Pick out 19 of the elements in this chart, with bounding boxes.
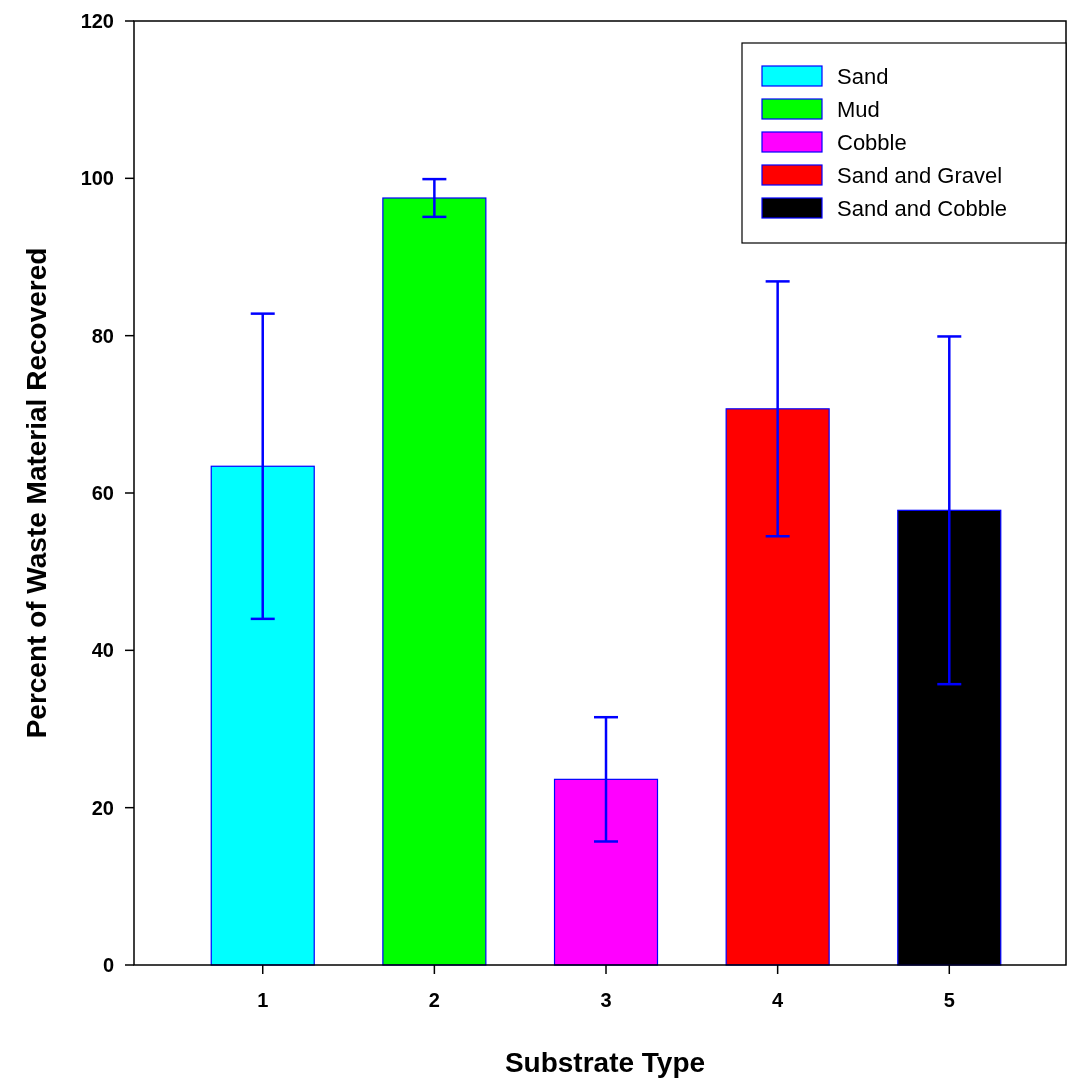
x-tick-label: 4 [772,989,785,1011]
x-tick-label: 5 [943,989,955,1011]
y-tick-label: 40 [91,639,114,662]
y-tick-label: 20 [91,796,114,819]
legend-label: Sand and Gravel [837,162,1003,188]
y-tick-label: 80 [91,324,114,347]
y-tick-label: 0 [102,954,114,976]
y-tick-label: 100 [80,167,114,190]
y-axis-title: Percent of Waste Material Recovered [21,247,52,739]
y-tick-label: 120 [80,10,114,32]
x-tick-label: 3 [600,989,612,1011]
x-tick-label: 1 [257,989,269,1011]
legend-label: Sand and Cobble [837,195,1008,221]
x-tick-label: 2 [428,989,440,1011]
legend-label: Sand [837,63,889,89]
y-tick-label: 60 [91,482,114,504]
legend-label: Cobble [837,129,907,155]
legend-label: Mud [837,96,880,122]
x-axis-title: Substrate Type [504,1047,706,1078]
